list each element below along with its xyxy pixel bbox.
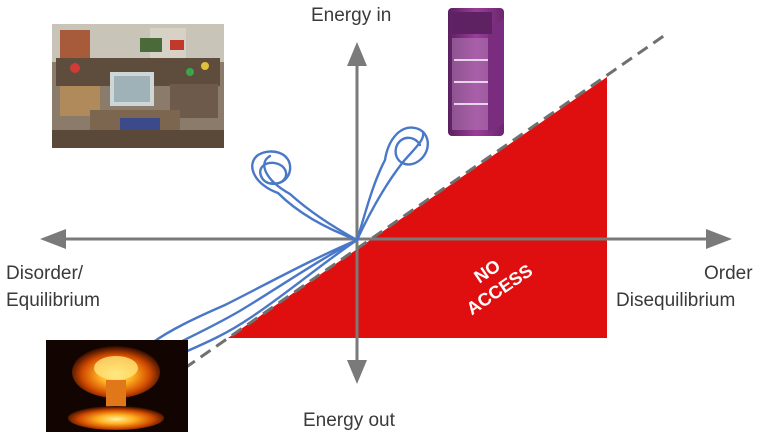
explosion-photo [46, 340, 188, 432]
order-label: Order [704, 263, 753, 284]
trajectory-lines [150, 126, 429, 354]
trajectory-down-3 [183, 238, 359, 354]
trajectory-left-loop [251, 150, 359, 242]
energy-out-label: Energy out [303, 410, 395, 431]
trajectory-down-2 [166, 238, 359, 350]
trajectory-down-1 [150, 238, 359, 345]
y-axis-arrow-up [347, 42, 367, 66]
x-axis-arrow-right [706, 229, 732, 249]
trajectory-right-loop [355, 126, 429, 242]
y-axis-arrow-down [347, 360, 367, 384]
messy-room-photo [52, 24, 224, 148]
disequilibrium-label: Disequilibrium [616, 290, 736, 311]
x-axis-arrow-left [40, 229, 66, 249]
energy-in-label: Energy in [311, 5, 392, 26]
no-access-region [228, 77, 607, 338]
equilibrium-label: Equilibrium [6, 290, 100, 311]
refrigerator-photo [448, 8, 504, 136]
trajectory-right-loop-return [355, 130, 425, 242]
boundary-dashed-line [184, 33, 666, 370]
trajectory-left-loop-return [263, 154, 359, 242]
disorder-label: Disorder/ [6, 263, 84, 284]
